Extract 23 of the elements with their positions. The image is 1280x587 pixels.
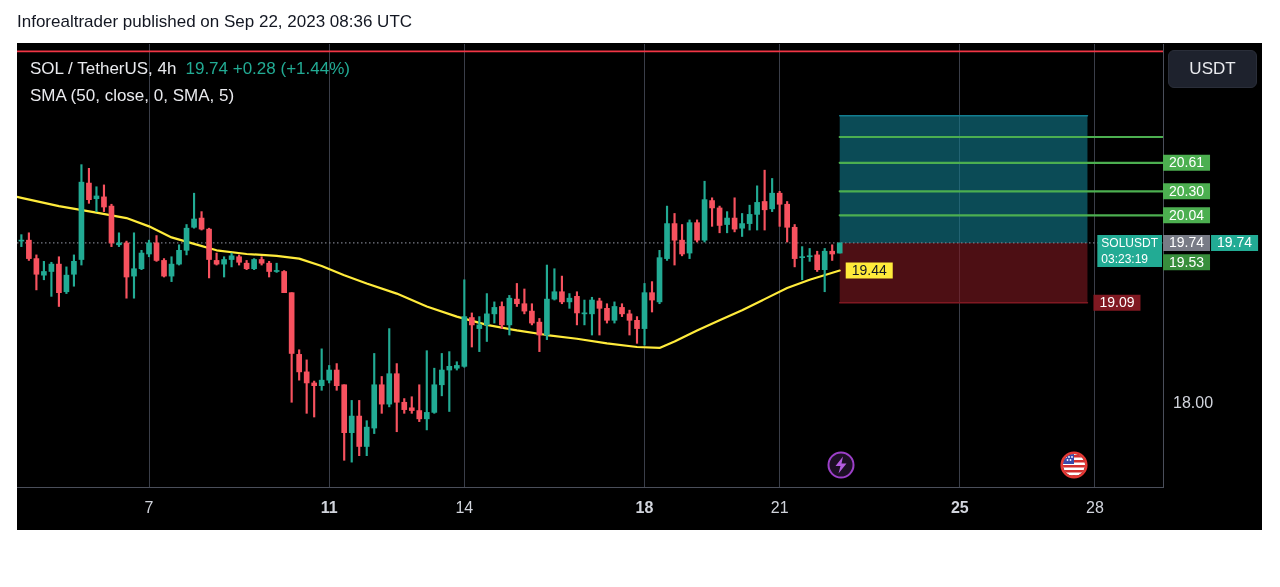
text: SOL / TetherUS, 4h <box>30 59 177 78</box>
data-label: 20.30 <box>1169 182 1205 199</box>
y-axis-title: USDT <box>1168 50 1257 88</box>
x-tick-label: 21 <box>770 499 789 517</box>
annotation: 03:23:19 <box>1101 251 1149 266</box>
text: Inforealtrader published on Sep 22, 2023 08:36 UTC <box>17 12 413 32</box>
data-label: 20.61 <box>1169 154 1205 171</box>
data-label: 19.09 <box>1099 294 1135 311</box>
ref-line-label: 19.74 <box>1169 234 1205 251</box>
annotation: SMA (50, close, 0, SMA, 5) <box>30 86 235 107</box>
x-tick-label: 7 <box>144 499 154 517</box>
x-tick-label: 18 <box>635 499 654 517</box>
text: 19.74 +0.28 (+1.44%) <box>185 59 350 78</box>
y-tick-label: 18.00 <box>1173 393 1214 411</box>
data-label: 19.44 <box>851 261 887 278</box>
annotation: SOLUSDT <box>1101 235 1159 250</box>
x-tick-label: 11 <box>320 499 338 517</box>
x-tick-label: 25 <box>950 499 969 517</box>
x-tick-label: 14 <box>455 499 474 517</box>
y-tick-label: 19.53 <box>1169 253 1205 270</box>
text: 19.74 <box>1217 234 1253 251</box>
data-label: 20.04 <box>1169 206 1205 223</box>
x-tick-label: 28 <box>1086 499 1104 517</box>
